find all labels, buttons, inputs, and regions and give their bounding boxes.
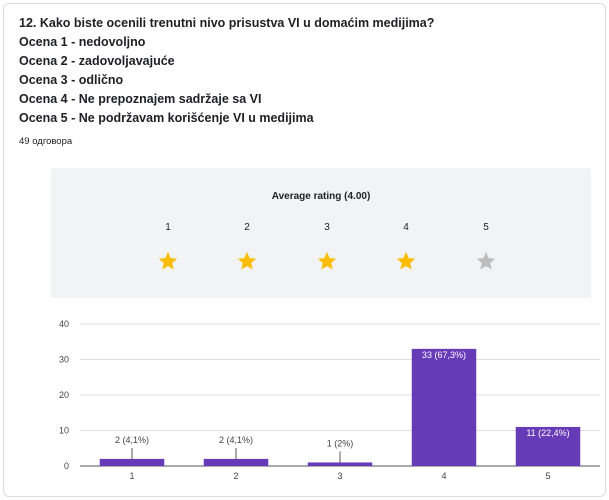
star-icon [476, 251, 496, 270]
y-tick-label: 40 [59, 319, 69, 329]
data-label: 33 (67,3%) [422, 350, 466, 360]
x-tick-label: 2 [233, 471, 238, 481]
rating-column-5: 5 [471, 222, 501, 272]
y-tick-label: 30 [59, 355, 69, 365]
rating-number-3: 3 [324, 222, 330, 233]
star-icon [158, 251, 178, 270]
option-5: Ocena 5 - Ne podržavam korišćenje VI u m… [19, 111, 314, 125]
data-label: 2 (4,1%) [115, 435, 149, 445]
rating-column-2: 2 [232, 222, 262, 272]
x-tick-label: 3 [337, 471, 342, 481]
bar [307, 462, 373, 466]
data-label: 11 (22,4%) [526, 428, 569, 438]
bar [203, 458, 269, 466]
option-2: Ocena 2 - zadovoljavajuće [19, 54, 175, 68]
bar [99, 458, 165, 466]
data-label: 1 (2%) [327, 438, 354, 448]
star-icon [237, 251, 257, 270]
rating-number-5: 5 [483, 222, 489, 233]
average-rating-title: Average rating (4.00) [271, 191, 371, 202]
rating-number-1: 1 [165, 222, 171, 233]
data-label: 2 (4,1%) [219, 435, 253, 445]
option-3: Ocena 3 - odlično [19, 73, 124, 87]
rating-column-4: 4 [391, 222, 421, 272]
bar [515, 426, 581, 466]
x-tick-label: 5 [545, 471, 550, 481]
star-icon [317, 251, 337, 270]
response-count: 49 одговора [19, 136, 73, 147]
question-block: 12. Kako biste ocenili trenutni nivo pri… [19, 14, 449, 128]
x-tick-label: 4 [441, 471, 446, 481]
y-tick-label: 20 [59, 390, 69, 400]
y-tick-label: 0 [64, 461, 69, 471]
average-rating-panel: Average rating (4.00) 1 2 3 4 5 [51, 168, 591, 298]
rating-number-4: 4 [403, 222, 409, 233]
option-1: Ocena 1 - nedovoljno [19, 35, 146, 49]
rating-column-1: 1 [153, 222, 183, 272]
bar [411, 348, 477, 466]
star-icon [396, 251, 416, 270]
y-tick-label: 10 [59, 426, 69, 436]
rating-column-3: 3 [312, 222, 342, 272]
question-title: 12. Kako biste ocenili trenutni nivo pri… [19, 16, 435, 30]
rating-number-2: 2 [244, 222, 250, 233]
x-tick-label: 1 [129, 471, 134, 481]
option-4: Ocena 4 - Ne prepoznajem sadržaje sa VI [19, 92, 262, 106]
